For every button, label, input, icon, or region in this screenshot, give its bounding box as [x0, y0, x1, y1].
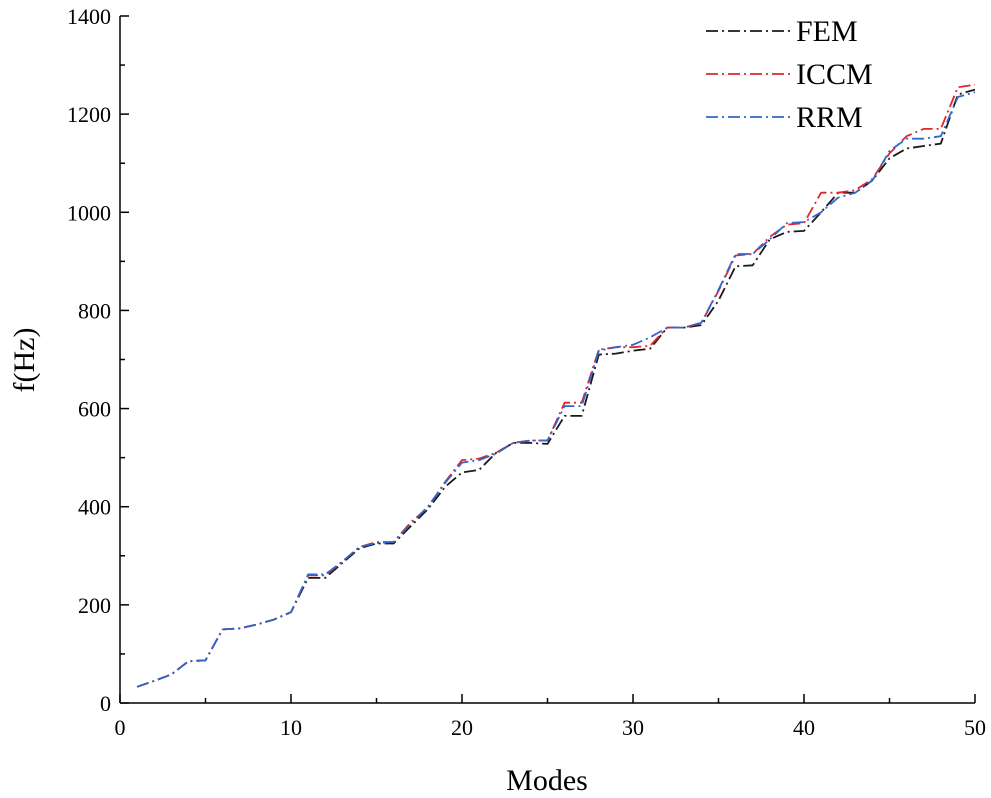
x-axis-title: Modes: [506, 764, 588, 797]
y-tick-label: 800: [78, 298, 111, 323]
y-tick-label: 0: [100, 691, 111, 716]
x-tick-label: 0: [115, 715, 126, 740]
ticks: 0 10 20 30 40 50 0 200 400 600 800 1000 1200 1400: [67, 4, 986, 740]
legend-label-rrm: RRM: [796, 101, 863, 134]
legend-label-fem: FEM: [796, 15, 858, 48]
y-axis-title: f(Hz): [8, 328, 41, 393]
series-group: [136, 83, 976, 688]
y-tick-label: 1000: [67, 200, 111, 225]
series-line-iccm: [136, 83, 976, 688]
series-line-fem: [136, 88, 976, 688]
legend: FEM ICCM RRM: [706, 15, 873, 134]
x-tick-label: 50: [964, 715, 986, 740]
y-tick-label: 1200: [67, 102, 111, 127]
y-tick-label: 400: [78, 495, 111, 520]
x-tick-label: 40: [793, 715, 815, 740]
x-tick-label: 10: [280, 715, 302, 740]
legend-label-iccm: ICCM: [796, 58, 873, 91]
x-tick-label: 30: [622, 715, 644, 740]
y-tick-label: 200: [78, 593, 111, 618]
y-tick-label: 1400: [67, 4, 111, 29]
x-tick-label: 20: [451, 715, 473, 740]
series-line-rrm: [136, 91, 976, 688]
y-tick-label: 600: [78, 397, 111, 422]
